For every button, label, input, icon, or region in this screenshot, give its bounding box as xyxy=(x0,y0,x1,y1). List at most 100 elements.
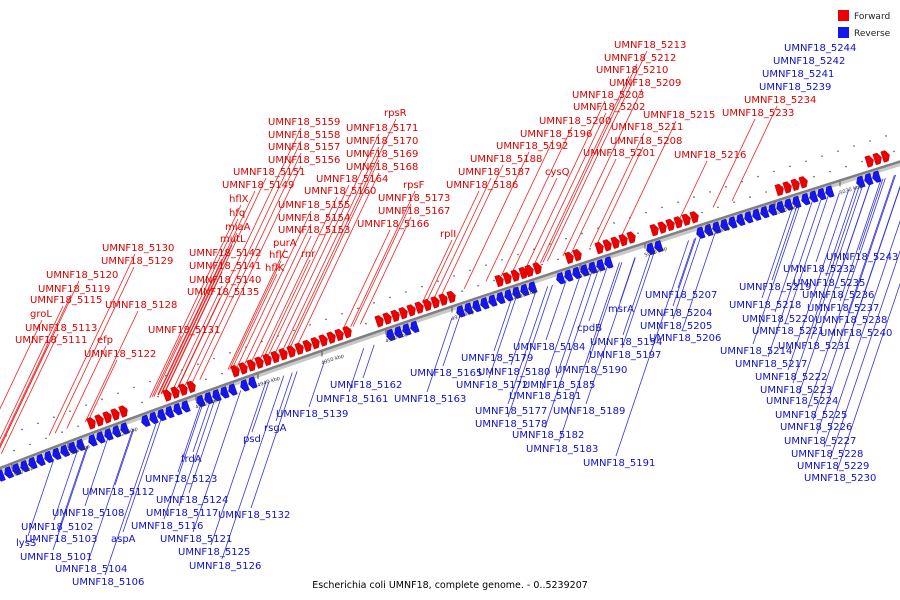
legend: Forward Reverse xyxy=(838,10,891,39)
reverse-leader-line xyxy=(852,185,900,327)
reverse-leader-line xyxy=(752,204,801,345)
reverse-gene-label: UMNF18_5101 xyxy=(20,552,92,563)
reverse-gene-label: UMNF18_5104 xyxy=(55,564,127,575)
reverse-gene-label: UMNF18_5218 xyxy=(729,300,801,311)
reference-dot xyxy=(837,150,839,152)
reverse-gene-label: UMNF18_5183 xyxy=(526,444,598,455)
reverse-gene-arrow xyxy=(556,272,566,285)
reference-dot xyxy=(709,191,711,193)
reverse-gene-arrow xyxy=(768,203,778,216)
forward-leader-line xyxy=(160,232,238,394)
reverse-gene-label: UMNF18_5108 xyxy=(52,508,124,519)
forward-leader-line xyxy=(153,218,239,397)
reverse-gene-label: UMNF18_5244 xyxy=(784,43,856,54)
forward-gene-arrow xyxy=(382,312,392,325)
reverse-gene-label: UMNF18_5223 xyxy=(760,385,832,396)
reference-dot xyxy=(149,380,151,383)
forward-gene-arrow xyxy=(318,334,328,347)
forward-gene-label: UMNF18_5233 xyxy=(722,108,794,119)
reference-dot xyxy=(821,155,823,157)
label-leader-lines xyxy=(0,50,900,576)
forward-gene-label: UMNF18_5202 xyxy=(573,102,645,113)
forward-leader-line xyxy=(342,229,391,330)
reverse-gene-label: psd xyxy=(243,434,261,445)
reference-dot xyxy=(437,280,439,282)
forward-gene-label: UMNF18_5142 xyxy=(189,248,261,259)
reverse-gene-label: UMNF18_5225 xyxy=(775,410,847,421)
reverse-gene-arrow xyxy=(760,205,770,219)
forward-gene-arrow xyxy=(102,411,112,424)
forward-leader-line xyxy=(87,359,118,421)
forward-gene-arrow xyxy=(238,362,248,375)
reference-dot xyxy=(645,211,647,214)
reverse-leader-line xyxy=(221,375,285,560)
reference-dot xyxy=(13,449,15,452)
forward-gene-label: UMNF18_5158 xyxy=(268,130,340,141)
reference-dot xyxy=(309,324,311,326)
forward-gene-arrow xyxy=(681,213,691,226)
reverse-leader-line xyxy=(825,186,857,277)
forward-gene-arrow xyxy=(798,176,808,189)
reverse-gene-arrow xyxy=(564,269,574,282)
reverse-gene-label: UMNF18_5197 xyxy=(589,350,661,361)
forward-leader-line xyxy=(596,146,644,245)
reverse-gene-arrow xyxy=(496,291,506,305)
reference-dot xyxy=(789,165,791,168)
forward-leader-line xyxy=(463,151,530,289)
reverse-gene-arrow xyxy=(410,320,420,333)
reference-dot xyxy=(885,135,887,137)
reverse-gene-arrow xyxy=(181,400,191,413)
reference-dot xyxy=(589,248,591,250)
forward-leader-line xyxy=(157,190,256,396)
reverse-leader-line xyxy=(178,399,216,507)
forward-leader-line xyxy=(176,297,221,389)
reference-dot xyxy=(325,318,327,321)
reverse-gene-label: UMNF18_5194 xyxy=(590,337,662,348)
reverse-leader-line xyxy=(588,266,608,322)
reverse-leader-line xyxy=(677,238,695,289)
reverse-leader-line xyxy=(792,186,860,384)
forward-gene-label: hflK xyxy=(265,263,285,274)
reverse-leader-line xyxy=(507,286,549,405)
reference-dot xyxy=(469,269,471,272)
forward-gene-arrow xyxy=(414,301,424,314)
reverse-gene-arrow xyxy=(872,170,882,183)
reverse-gene-label: UMNF18_5172 xyxy=(456,380,528,391)
reverse-gene-arrow xyxy=(472,299,482,313)
reverse-gene-arrow xyxy=(60,444,70,458)
forward-gene-label: UMNF18_5171 xyxy=(346,123,418,134)
reverse-leader-line xyxy=(210,381,267,546)
backbone-line xyxy=(0,160,900,470)
forward-leader-line xyxy=(151,335,182,397)
forward-gene-label: UMNF18_5111 xyxy=(15,335,87,346)
forward-gene-arrow xyxy=(254,356,264,369)
reverse-gene-label: UMNF18_5116 xyxy=(131,521,203,532)
reverse-gene-arrow xyxy=(596,258,606,272)
reference-dot xyxy=(893,150,895,153)
forward-gene-label: rpsF xyxy=(403,180,425,191)
forward-leader-line xyxy=(191,152,302,384)
reverse-gene-label: UMNF18_5206 xyxy=(649,333,721,344)
reference-dot xyxy=(501,259,503,261)
forward-gene-label: UMNF18_5209 xyxy=(609,78,681,89)
reverse-gene-label: UMNF18_5220 xyxy=(742,314,814,325)
forward-gene-arrow xyxy=(246,359,256,372)
forward-leader-line xyxy=(48,253,136,436)
forward-gene-arrow xyxy=(524,264,534,278)
reference-dot xyxy=(141,401,143,404)
forward-gene-label: UMNF18_5211 xyxy=(611,122,683,133)
reverse-gene-arrow xyxy=(68,441,78,455)
forward-leader-line xyxy=(260,196,338,359)
reverse-leader-line xyxy=(761,206,794,299)
forward-gene-arrow xyxy=(774,183,784,197)
reverse-gene-arrow xyxy=(20,459,30,473)
reverse-gene-arrow xyxy=(12,463,22,476)
forward-gene-label: UMNF18_5169 xyxy=(346,149,418,160)
forward-gene-label: UMNF18_5153 xyxy=(278,225,350,236)
forward-leader-line xyxy=(263,259,311,358)
reverse-gene-arrow xyxy=(141,414,151,427)
forward-gene-label: UMNF18_5154 xyxy=(278,213,350,224)
reverse-gene-label: cpdB xyxy=(577,323,602,334)
